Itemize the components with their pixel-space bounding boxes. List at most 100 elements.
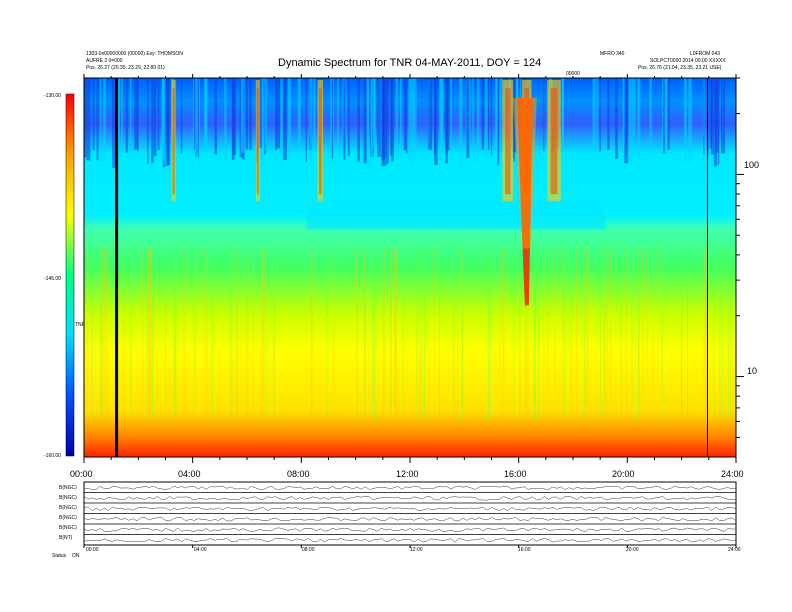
y-tick-10: 10 (747, 366, 758, 376)
spectrum-stripe (198, 78, 201, 167)
spectrum-stripe (599, 78, 601, 152)
spectrum-stripe (391, 78, 394, 162)
spectrum-stripe (245, 78, 249, 150)
spectrum-stripe (337, 78, 339, 155)
spectrum-stripe (445, 78, 448, 164)
spectrum-band (306, 199, 606, 230)
spectrum-stripe (283, 78, 287, 160)
spectrum-stripe (260, 78, 264, 166)
header-right-line1: MFRO 340 (600, 51, 625, 57)
spectrum-noise (642, 248, 644, 420)
spectrum-stripe (709, 78, 713, 149)
spectrum-stripe (487, 78, 490, 150)
spectrum-stripe (385, 78, 388, 158)
spectrum-noise (263, 248, 265, 420)
spectrum-noise (87, 248, 89, 420)
spectrum-stripe (180, 78, 183, 154)
spectrum-stripe (275, 78, 280, 149)
spectrum-noise (364, 248, 366, 420)
spectrum-noise (364, 248, 366, 420)
header-left-line2: AUFRE 2 0=000 (86, 58, 123, 64)
spectrum-stripe (666, 78, 670, 150)
spectrum-noise (538, 248, 540, 420)
spectrum-noise (681, 248, 683, 420)
lower-x-tick-3: 12:00 (410, 547, 423, 553)
spectrum-noise (625, 248, 627, 420)
spectrum-noise (703, 248, 705, 420)
spectrum-noise (547, 248, 549, 420)
panel-trace-3 (83, 506, 737, 511)
colorbar-tick-bottom: -160.00 (44, 453, 61, 459)
spectrum-stripe (224, 78, 227, 162)
spectrum-noise (102, 248, 104, 420)
panel-label-1: B(NGC) (59, 485, 77, 491)
spectrum-stripe (499, 78, 503, 152)
spectrum-noise (534, 248, 536, 420)
panel-trace-6 (83, 538, 737, 543)
panel-label-5: B(NGC) (59, 525, 77, 531)
spectrum-stripe (331, 78, 334, 159)
spectrum-stripe (637, 78, 641, 160)
spectrum-noise (416, 248, 418, 420)
spectrum-stripe (365, 78, 369, 168)
spectrum-stripe (715, 78, 719, 153)
spectrum-stripe (622, 78, 626, 159)
spectrum-noise (418, 248, 420, 420)
spectrum-noise (489, 248, 491, 420)
lower-x-tick-0: 00:00 (86, 547, 99, 553)
spectrum-noise (554, 248, 556, 420)
spectrum-stripe (240, 78, 245, 153)
lower-x-tick-5: 20:00 (626, 547, 639, 553)
panel-label-3: B(NGC) (59, 505, 77, 511)
spectrum-stripe (214, 78, 218, 155)
spectrum-stripe (615, 78, 618, 159)
spectrum-noise (204, 248, 206, 420)
spectrum-stripe (684, 78, 687, 164)
spectrum-noise (395, 248, 397, 420)
spectrum-noise (229, 248, 231, 420)
spectrum-stripe (628, 78, 632, 162)
spectrum-noise (123, 248, 125, 420)
spectrum-stripe (357, 78, 360, 162)
spectrum-noise (487, 248, 489, 420)
spectrum-stripe (92, 78, 95, 151)
x-tick-1200: 12:00 (396, 469, 419, 479)
spectrum-noise (519, 248, 521, 420)
spectrum-stripe (377, 78, 381, 157)
spectrum-noise (165, 248, 167, 420)
spectrum-stripe (371, 78, 373, 168)
spectrum-noise (183, 248, 185, 420)
spectrum-noise (312, 248, 314, 420)
panel-trace-1 (83, 485, 737, 490)
spectrum-stripe (305, 78, 307, 162)
spectrum-noise (333, 248, 335, 420)
spectrum-stripe (99, 78, 102, 163)
spectrum-noise (262, 248, 264, 420)
burst-core-3 (318, 88, 322, 195)
lower-x-tick-6: 24:00 (728, 547, 741, 553)
footer-value: ON (72, 553, 80, 559)
spectrum-noise (453, 248, 455, 420)
spectrum-stripe (193, 78, 196, 150)
spectrum-noise (173, 248, 175, 420)
spectrum-stripe (592, 78, 596, 153)
spectrum-stripe (387, 78, 389, 164)
spectrum-stripe (297, 78, 301, 150)
spectrum-stripe (408, 78, 412, 164)
spectrum-stripe (121, 78, 123, 158)
spectrum-noise (394, 248, 396, 420)
spectrum-noise (101, 248, 103, 420)
spectrum-noise (211, 248, 213, 420)
spectrum-stripe (561, 78, 564, 151)
spectrum-stripe (192, 78, 194, 165)
spectrum-stripe (389, 78, 393, 156)
spectrum-noise (261, 248, 263, 420)
panel-trace-5 (83, 527, 737, 532)
spectrum-stripe (381, 78, 385, 167)
panel-label-6: B(NT) (59, 535, 73, 541)
spectrum-noise (150, 248, 152, 420)
spectrum-stripe (84, 78, 87, 158)
spectrum-noise (142, 248, 144, 420)
spectrum-noise (646, 248, 648, 420)
burst-core-4 (256, 88, 259, 195)
